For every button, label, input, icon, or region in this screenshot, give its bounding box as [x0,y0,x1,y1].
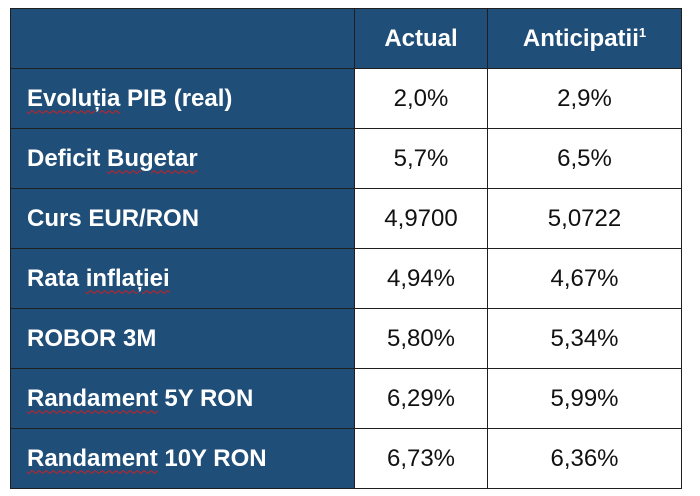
header-anticipatii: Anticipatii1 [487,8,682,69]
row-label-main: Randament [27,384,158,412]
table-row: ROBOR 3M 5,80% 5,34% [10,308,682,369]
cell-actual: 2,0% [354,68,488,129]
header-footnote-mark: 1 [638,24,647,40]
cell-actual: 6,73% [354,428,488,489]
header-actual: Actual [354,8,488,69]
cell-actual: 6,29% [354,368,488,429]
table-row: Randament 5Y RON 6,29% 5,99% [10,368,682,429]
table-row: Curs EUR/RON 4,9700 5,0722 [10,188,682,249]
row-label-rest: PIB (real) [120,84,233,112]
header-empty-cell [10,8,355,69]
cell-anticipatii: 5,0722 [487,188,682,249]
row-label-pib: Evoluția PIB (real) [10,68,355,129]
row-label-robor: ROBOR 3M [10,308,355,369]
cell-anticipatii: 6,5% [487,128,682,189]
cell-actual: 5,80% [354,308,488,369]
header-anticipatii-text: Anticipatii [522,24,639,52]
row-label-inflatie: Rata inflației [10,248,355,309]
row-label-main: Evoluția [27,84,121,112]
row-label-rest: 10Y RON [157,444,267,472]
cell-actual: 4,94% [354,248,488,309]
cell-anticipatii: 2,9% [487,68,682,129]
table-row: Randament 10Y RON 6,73% 6,36% [10,428,682,489]
cell-actual: 4,9700 [354,188,488,249]
row-label-randament-10y: Randament 10Y RON [10,428,355,489]
table-row: Rata inflației 4,94% 4,67% [10,248,682,309]
cell-anticipatii: 5,99% [487,368,682,429]
economic-indicators-table: Actual Anticipatii1 Evoluția PIB (real) … [10,8,682,489]
row-label-pre: Deficit [27,144,108,172]
row-label-rest: 5Y RON [157,384,254,412]
cell-actual: 5,7% [354,128,488,189]
cell-anticipatii: 6,36% [487,428,682,489]
table-row: Deficit Bugetar 5,7% 6,5% [10,128,682,189]
row-label-deficit: Deficit Bugetar [10,128,355,189]
table-row: Evoluția PIB (real) 2,0% 2,9% [10,68,682,129]
row-label-curs: Curs EUR/RON [10,188,355,249]
row-label-randament-5y: Randament 5Y RON [10,368,355,429]
row-label-main: Randament [27,444,158,472]
cell-anticipatii: 5,34% [487,308,682,369]
row-label-pre: Rata [27,264,86,292]
cell-anticipatii: 4,67% [487,248,682,309]
row-label-main: Bugetar [107,144,198,172]
table-header-row: Actual Anticipatii1 [10,8,682,69]
row-label-main: inflației [85,264,170,292]
